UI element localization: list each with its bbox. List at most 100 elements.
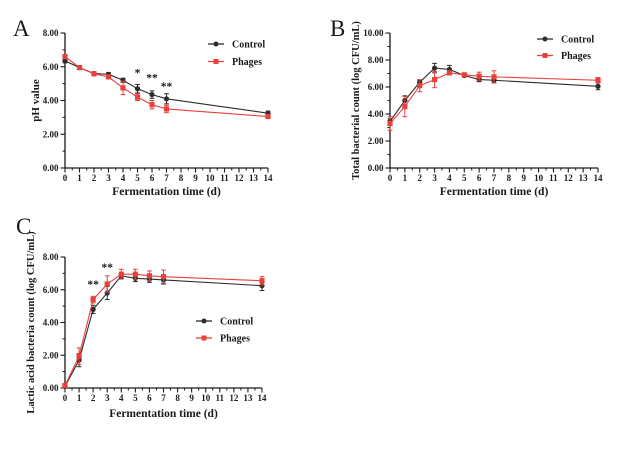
x-tick-label: 13 bbox=[243, 393, 253, 403]
x-tick-label: 2 bbox=[92, 173, 97, 183]
data-point-square-marker bbox=[134, 94, 141, 100]
data-point-square-marker bbox=[265, 113, 271, 120]
x-tick-label: 3 bbox=[432, 173, 437, 183]
x-tick-label: 8 bbox=[175, 393, 180, 403]
data-point-square-marker bbox=[76, 353, 82, 359]
y-tick-label: 2.00 bbox=[43, 350, 59, 360]
data-point-square-marker bbox=[446, 70, 453, 76]
legend: Control Phages bbox=[537, 35, 594, 62]
x-tick-label: 6 bbox=[477, 173, 482, 183]
y-tick-label: 10.00 bbox=[363, 28, 384, 38]
axes bbox=[385, 32, 599, 173]
x-tick-label: 9 bbox=[521, 173, 526, 183]
x-tick-label: 7 bbox=[161, 393, 166, 403]
data-point-square-marker bbox=[213, 59, 219, 64]
x-tick-label: 1 bbox=[403, 173, 408, 183]
data-point-square-marker bbox=[387, 120, 393, 127]
series-phages bbox=[62, 268, 265, 389]
series-line bbox=[64, 275, 263, 387]
data-point-square-marker bbox=[160, 274, 167, 280]
axes bbox=[60, 256, 263, 393]
y-tick-label: 2.00 bbox=[43, 129, 59, 139]
legend-label: Control bbox=[232, 40, 265, 51]
legend-label: Control bbox=[220, 317, 253, 328]
data-point-circle-marker bbox=[90, 306, 96, 312]
x-tick-label: 12 bbox=[229, 393, 239, 403]
x-tick-label: 1 bbox=[77, 173, 82, 183]
x-tick-label: 14 bbox=[264, 173, 274, 183]
y-tick-label: 0.00 bbox=[43, 383, 59, 393]
y-tick-label: 6.00 bbox=[43, 62, 59, 72]
y-tick-label: 2.00 bbox=[368, 136, 384, 146]
data-point-square-marker bbox=[76, 64, 83, 71]
data-point-circle-marker bbox=[542, 36, 548, 42]
chart-svg-panel-C: 0.002.004.006.008.000 1 2 3 4 5 6 7 8 9 10 11 12 13 14… bbox=[16, 214, 267, 420]
data-point-square-marker bbox=[431, 76, 438, 83]
significance-mark: ** bbox=[101, 262, 113, 274]
panel-letter: B bbox=[330, 16, 345, 41]
y-tick-label: 8.00 bbox=[368, 55, 384, 65]
data-point-circle-marker bbox=[149, 91, 155, 98]
x-tick-label: 4 bbox=[447, 173, 452, 183]
data-point-circle-marker bbox=[213, 41, 219, 47]
y-tick-label: 0.00 bbox=[43, 163, 59, 173]
legend-label: Phages bbox=[232, 57, 262, 68]
x-tick-label: 7 bbox=[164, 173, 169, 183]
x-axis-title: Fermentation time (d) bbox=[112, 186, 221, 198]
data-point-square-marker bbox=[595, 77, 601, 83]
x-tick-label: 8 bbox=[507, 173, 512, 183]
x-tick-label: 10 bbox=[534, 173, 544, 183]
x-tick-label: 4 bbox=[121, 173, 126, 183]
x-tick-label: 12 bbox=[235, 173, 245, 183]
data-point-square-marker bbox=[62, 54, 68, 60]
panel-letter: A bbox=[13, 16, 30, 41]
chart-svg-panel-A: 0.002.004.006.008.000 1 2 3 4 5 6 7 8 9 10 11 12 13 14… bbox=[13, 16, 274, 198]
data-point-square-marker bbox=[146, 273, 153, 279]
data-point-square-marker bbox=[163, 106, 170, 112]
data-point-square-marker bbox=[62, 382, 68, 389]
x-tick-label: 7 bbox=[492, 173, 497, 183]
y-tick-label: 8.00 bbox=[43, 252, 59, 262]
data-point-square-marker bbox=[120, 85, 126, 91]
legend-label: Phages bbox=[561, 51, 591, 62]
x-tick-label: 6 bbox=[147, 393, 152, 403]
x-tick-label: 2 bbox=[91, 393, 96, 403]
data-point-circle-marker bbox=[201, 318, 207, 324]
x-axis-title: Fermentation time (d) bbox=[109, 408, 218, 420]
data-point-square-marker bbox=[461, 72, 467, 78]
x-tick-label: 5 bbox=[462, 173, 467, 183]
significance-mark: ** bbox=[87, 279, 99, 291]
series-phages bbox=[62, 54, 271, 120]
x-tick-label: 0 bbox=[63, 173, 68, 183]
x-tick-label: 11 bbox=[549, 173, 558, 183]
data-point-circle-marker bbox=[595, 83, 601, 89]
x-tick-label: 11 bbox=[220, 173, 229, 183]
x-tick-label: 3 bbox=[106, 173, 111, 183]
x-tick-label: 6 bbox=[150, 173, 155, 183]
data-point-square-marker bbox=[542, 53, 548, 58]
data-point-square-marker bbox=[149, 102, 155, 108]
panel-letter: C bbox=[16, 214, 31, 239]
x-tick-label: 9 bbox=[193, 173, 198, 183]
x-tick-label: 13 bbox=[249, 173, 259, 183]
panel-b-total-bacteria-chart: 0.00 2.00 4.00 6.00 8.00 10.00 0 1 2 3 4 5 6 7 8 9 10 11 1… bbox=[318, 0, 638, 210]
significance-mark: ** bbox=[146, 73, 158, 85]
legend: Control Phages bbox=[196, 317, 253, 345]
x-tick-label: 12 bbox=[564, 173, 574, 183]
y-axis-title: pH value bbox=[30, 79, 42, 122]
x-tick-label: 4 bbox=[119, 393, 124, 403]
data-point-square-marker bbox=[105, 74, 112, 80]
panel-c-lactic-acid-chart: 0.00 2.00 4.00 6.00 8.00 0 1 2 3 4 5 6 7 8 9 10 11 12 13 14… bbox=[0, 205, 318, 449]
x-axis-title: Fermentation time (d) bbox=[440, 186, 549, 198]
data-point-circle-marker bbox=[431, 65, 438, 71]
x-tick-label: 11 bbox=[216, 393, 225, 403]
y-tick-label: 4.00 bbox=[43, 96, 59, 106]
data-point-square-marker bbox=[417, 83, 423, 89]
x-tick-label: 3 bbox=[105, 393, 110, 403]
x-tick-label: 13 bbox=[579, 173, 589, 183]
x-tick-label: 0 bbox=[388, 173, 393, 183]
data-point-square-marker bbox=[132, 271, 138, 277]
y-tick-label: 6.00 bbox=[368, 82, 384, 92]
